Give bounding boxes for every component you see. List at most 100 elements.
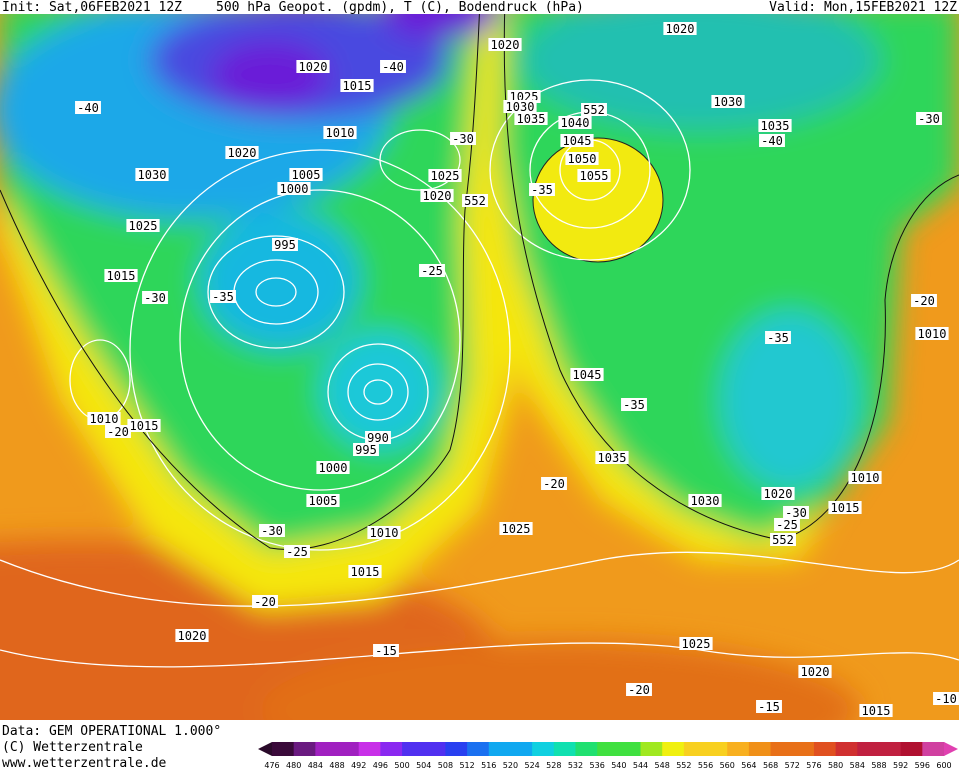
header-valid: Valid: Mon,15FEB2021 12Z bbox=[769, 0, 957, 15]
pressure-label: 1010 bbox=[370, 526, 399, 540]
pressure-label: 1005 bbox=[292, 168, 321, 182]
label-box bbox=[272, 238, 298, 251]
label-box bbox=[127, 419, 161, 432]
colorbar-arrow bbox=[258, 742, 272, 756]
pressure-label: 1015 bbox=[831, 501, 860, 515]
colorbar-swatch bbox=[467, 742, 490, 756]
label-box bbox=[277, 182, 311, 195]
colorbar-swatch bbox=[835, 742, 858, 756]
pressure-label: -20 bbox=[543, 477, 565, 491]
pressure-label: 1020 bbox=[666, 22, 695, 36]
pressure-label: 1015 bbox=[862, 704, 891, 718]
label-box bbox=[380, 60, 406, 73]
colorbar-tick-label: 528 bbox=[546, 761, 561, 770]
pressure-label: 1010 bbox=[918, 327, 947, 341]
pressure-label: 1050 bbox=[568, 152, 597, 166]
label-box bbox=[798, 665, 832, 678]
label-box bbox=[565, 152, 599, 165]
colorbar-tick-label: 564 bbox=[741, 761, 756, 770]
colorbar-tick-label: 584 bbox=[850, 761, 865, 770]
pressure-label: 1020 bbox=[178, 629, 207, 643]
label-box bbox=[765, 331, 791, 344]
colorbar-tick-label: 500 bbox=[394, 761, 409, 770]
pressure-label: 1020 bbox=[299, 60, 328, 74]
colorbar-tick-label: 592 bbox=[893, 761, 908, 770]
label-box bbox=[558, 116, 592, 129]
colorbar-swatch bbox=[683, 742, 707, 756]
warm-area bbox=[260, 640, 860, 720]
label-box bbox=[252, 595, 278, 608]
colorbar-tick-label: 516 bbox=[481, 761, 496, 770]
label-box bbox=[507, 90, 541, 103]
pressure-label: -20 bbox=[254, 595, 276, 609]
colorbar-swatch bbox=[813, 742, 837, 756]
colorbar-swatch bbox=[922, 742, 945, 756]
pressure-label: 1040 bbox=[561, 116, 590, 130]
pressure-label: 1030 bbox=[714, 95, 743, 109]
pressure-label: -20 bbox=[913, 294, 935, 308]
header-title: 500 hPa Geopot. (gpdm), T (C), Bodendruc… bbox=[216, 0, 584, 15]
contour-552 bbox=[0, 0, 959, 550]
label-box bbox=[340, 79, 374, 92]
pressure-label: 1030 bbox=[691, 494, 720, 508]
pressure-label: -15 bbox=[758, 700, 780, 714]
colorbar-tick-label: 552 bbox=[676, 761, 691, 770]
label-box bbox=[541, 477, 567, 490]
colorbar-swatch bbox=[337, 742, 360, 756]
colorbar-tick-label: 600 bbox=[936, 761, 951, 770]
colorbar-tick-label: 520 bbox=[503, 761, 518, 770]
pressure-label: 1035 bbox=[761, 119, 790, 133]
colorbar-swatch bbox=[878, 742, 902, 756]
label-box bbox=[104, 269, 138, 282]
pressure-label: 1035 bbox=[517, 112, 546, 126]
footer-url: www.wetterzentrale.de bbox=[2, 756, 167, 770]
colorbar: 476 480 484 488 492 496 500 504 508 512 516 520 524 5… bbox=[258, 742, 958, 770]
colorbar-swatch bbox=[272, 742, 295, 756]
pressure-label: -30 bbox=[452, 132, 474, 146]
pressure-label: -20 bbox=[107, 425, 129, 439]
pressure-label: -25 bbox=[776, 518, 798, 532]
cold-area bbox=[520, 0, 880, 130]
pressure-label: 1015 bbox=[107, 269, 136, 283]
colorbar-tick-label: 524 bbox=[524, 761, 539, 770]
label-box bbox=[420, 189, 454, 202]
colorbar-tick-label: 544 bbox=[633, 761, 648, 770]
colorbar-swatch bbox=[792, 742, 815, 756]
pressure-label: 1055 bbox=[580, 169, 609, 183]
pressure-label: -40 bbox=[382, 60, 404, 74]
colorbar-tick-label: 492 bbox=[351, 761, 366, 770]
pressure-label: 1025 bbox=[129, 219, 158, 233]
colorbar-swatch bbox=[640, 742, 663, 756]
pressure-label: -40 bbox=[761, 134, 783, 148]
colorbar-arrow bbox=[944, 742, 958, 756]
pressure-label: 1025 bbox=[431, 169, 460, 183]
pressure-label: -30 bbox=[144, 291, 166, 305]
pressure-label: -15 bbox=[375, 644, 397, 658]
label-box bbox=[284, 545, 310, 558]
label-box bbox=[770, 533, 796, 546]
cold-core bbox=[210, 40, 330, 110]
pressure-label: 1015 bbox=[343, 79, 372, 93]
colorbar-swatch bbox=[597, 742, 620, 756]
pressure-label: 1015 bbox=[351, 565, 380, 579]
label-box bbox=[595, 451, 629, 464]
label-box bbox=[916, 112, 942, 125]
label-box bbox=[225, 146, 259, 159]
pressure-label: 1025 bbox=[502, 522, 531, 536]
colorbar-swatch bbox=[315, 742, 338, 756]
colorbar-tick-label: 548 bbox=[655, 761, 670, 770]
cold-area bbox=[320, 330, 440, 450]
label-box bbox=[783, 506, 809, 519]
colorbar-tick-label: 572 bbox=[785, 761, 800, 770]
colorbar-swatch bbox=[423, 742, 446, 756]
label-box bbox=[679, 637, 713, 650]
pressure-label: -25 bbox=[421, 264, 443, 278]
colorbar-tick-label: 588 bbox=[871, 761, 886, 770]
colorbar-swatch bbox=[402, 742, 425, 756]
label-box bbox=[503, 100, 537, 113]
pressure-label: -20 bbox=[628, 683, 650, 697]
colorbar-swatch bbox=[857, 742, 880, 756]
footer-data: Data: GEM OPERATIONAL 1.000° bbox=[2, 724, 221, 739]
label-box bbox=[142, 291, 168, 304]
